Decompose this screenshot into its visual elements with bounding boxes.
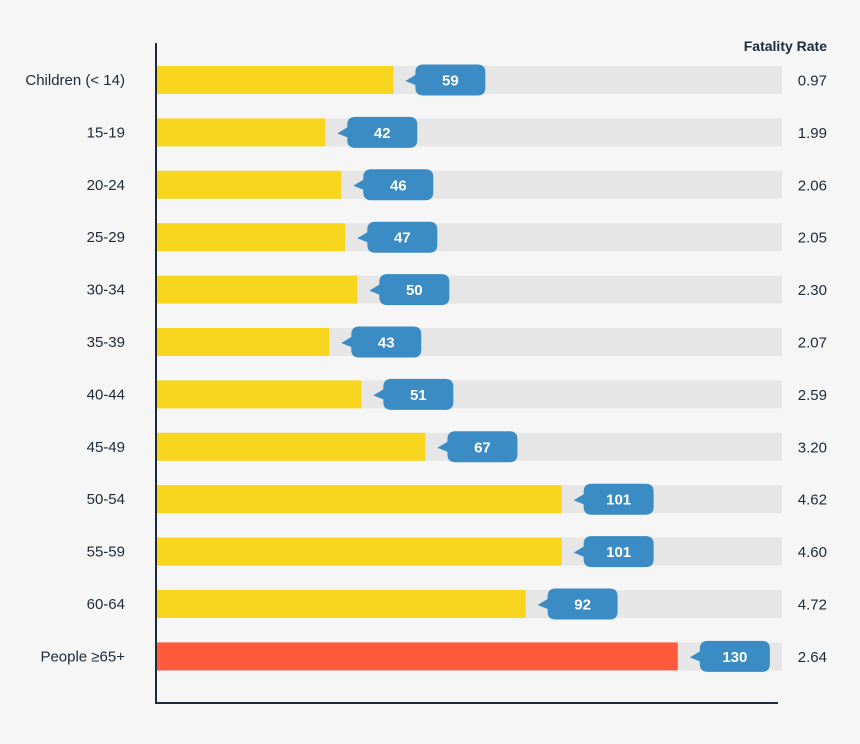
bar — [157, 432, 426, 461]
fatality-rate-header: Fatality Rate — [744, 38, 827, 54]
fatality-rate-value: 4.62 — [798, 492, 827, 509]
data-label: 92 — [574, 597, 591, 614]
fatality-rate-value: 1.99 — [798, 125, 827, 142]
bar — [157, 590, 526, 618]
category-label: 25-29 — [87, 229, 125, 246]
value-bubble — [353, 169, 434, 201]
category-label: 55-59 — [87, 544, 125, 561]
category-label: 50-54 — [87, 491, 125, 508]
fatality-rate-value: 4.72 — [798, 597, 827, 614]
category-label: 20-24 — [87, 177, 125, 194]
fatality-rate-value: 0.97 — [798, 73, 827, 90]
bar — [157, 118, 326, 147]
bar — [157, 223, 346, 252]
bar — [157, 380, 362, 409]
value-bubble — [537, 588, 618, 620]
fatality-rate-value: 2.05 — [798, 230, 827, 247]
value-bubble — [437, 431, 518, 463]
data-label: 101 — [606, 544, 631, 561]
data-label: 51 — [410, 387, 427, 404]
value-bubble — [341, 326, 422, 358]
data-label: 50 — [406, 282, 423, 299]
fatality-rate-value: 2.30 — [798, 282, 827, 299]
bar — [157, 275, 358, 304]
fatality-rate-value: 2.06 — [798, 177, 827, 194]
bar — [157, 170, 342, 199]
category-label: People ≥65+ — [40, 648, 125, 665]
fatality-rate-value: 3.20 — [798, 439, 827, 456]
value-bubble — [573, 483, 654, 515]
category-label: 45-49 — [87, 439, 125, 456]
fatality-rate-value: 2.64 — [798, 649, 827, 666]
bubble-layer: 59 42 46 47 50 43 51 67 101 101 92 130 — [337, 64, 770, 672]
data-label: 67 — [474, 439, 491, 456]
bar — [157, 642, 678, 671]
bar-layer — [157, 66, 678, 671]
fatality-rate-value: 4.60 — [798, 544, 827, 561]
data-label: 59 — [442, 73, 459, 90]
fatality-rate-value: 2.59 — [798, 387, 827, 404]
track-layer — [157, 66, 782, 671]
category-label-layer: Children (< 14) 15-19 20-24 25-29 30-34 35-39… — [25, 72, 125, 665]
bar — [157, 537, 562, 566]
category-label: 30-34 — [87, 282, 125, 299]
data-label: 130 — [722, 649, 747, 666]
value-bubble — [689, 640, 770, 672]
category-label: 35-39 — [87, 334, 125, 351]
value-bubble — [369, 274, 450, 306]
data-label: 47 — [394, 230, 411, 247]
category-label: Children (< 14) — [25, 72, 125, 89]
data-label: 46 — [390, 177, 407, 194]
data-label: 101 — [606, 492, 631, 509]
fatality-rate-value: 2.07 — [798, 335, 827, 352]
category-label: 60-64 — [87, 596, 125, 613]
value-bubble — [573, 536, 654, 568]
bar — [157, 66, 394, 94]
data-label: 42 — [374, 125, 391, 142]
bar — [157, 485, 562, 514]
value-bubble — [337, 116, 418, 148]
rate-label-layer: 0.97 1.99 2.06 2.05 2.30 2.07 2.59 3.20 4.62 4.60… — [798, 73, 827, 666]
bar — [157, 328, 330, 356]
value-bubble — [405, 64, 486, 96]
data-label: 43 — [378, 335, 395, 352]
value-bubble — [373, 378, 454, 410]
category-label: 15-19 — [87, 124, 125, 141]
category-label: 40-44 — [87, 386, 125, 403]
value-bubble — [357, 221, 438, 253]
